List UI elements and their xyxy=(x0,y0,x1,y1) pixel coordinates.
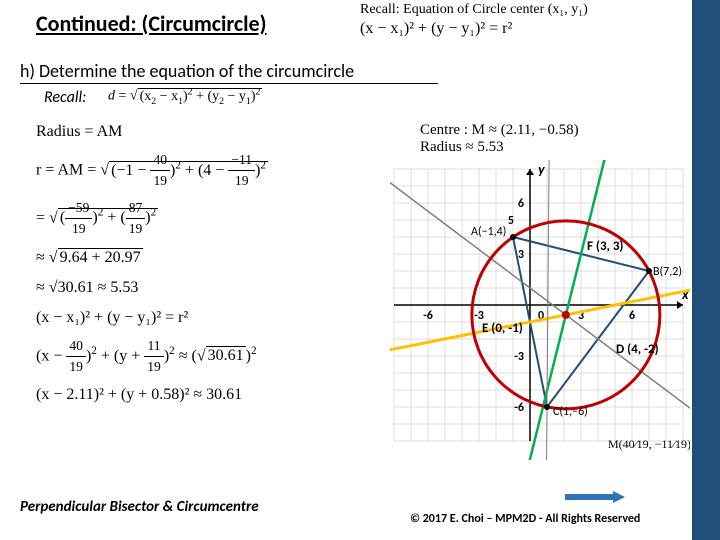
distance-formula: d = √(x2 − x1)2 + (y2 − y1)2 xyxy=(108,86,262,106)
svg-text:F (3, 3): F (3, 3) xyxy=(587,239,623,254)
math-l4: ≈ √9.64 + 20.97 xyxy=(36,246,376,270)
svg-text:C(1,−6): C(1,−6) xyxy=(553,405,588,419)
svg-text:6: 6 xyxy=(629,309,635,323)
svg-text:-3: -3 xyxy=(514,350,524,364)
math-derivation: Radius = AM r = AM = √(−1 − 4019)2 + (4 … xyxy=(36,120,376,413)
math-l6: (x − x₁)² + (y − y₁)² = r² xyxy=(36,306,376,330)
question-line: h) Determine the equation of the circumc… xyxy=(20,60,438,84)
centre-radius-result: Centre : M ≈ (2.11, −0.58) Radius ≈ 5.53 xyxy=(420,122,579,156)
recall-label: Recall: xyxy=(44,88,86,107)
svg-text:A(−1,4): A(−1,4) xyxy=(471,225,506,239)
svg-text:M(40⁄19, −11⁄19): M(40⁄19, −11⁄19) xyxy=(608,437,690,451)
radius-text: Radius ≈ 5.53 xyxy=(420,139,579,156)
svg-text:-6: -6 xyxy=(514,401,524,415)
svg-text:B(7,2): B(7,2) xyxy=(653,265,682,279)
circumcircle-graph: -6-6-3-3033665xyA(−1,4)B(7,2)C(1,−6)F (3… xyxy=(390,160,690,460)
svg-text:E (0, -1): E (0, -1) xyxy=(482,321,523,336)
page-title: Continued: (Circumcircle) xyxy=(36,10,266,37)
svg-text:y: y xyxy=(538,161,545,178)
svg-text:-6: -6 xyxy=(423,309,433,323)
svg-text:5: 5 xyxy=(508,214,514,228)
recall-circle-equation-box: Recall: Equation of Circle center (x₁, y… xyxy=(360,2,588,38)
math-l7: (x − 4019)2 + (y + 1119)2 ≈ (√30.61)2 xyxy=(36,336,376,378)
math-l2: r = AM = √(−1 − 4019)2 + (4 − −1119)2 xyxy=(36,150,376,192)
svg-text:x: x xyxy=(681,286,689,303)
right-accent-bar xyxy=(692,0,720,540)
svg-text:6: 6 xyxy=(518,197,524,211)
svg-text:3: 3 xyxy=(518,248,524,262)
math-l1: Radius = AM xyxy=(36,120,376,144)
nav-arrow-icon xyxy=(565,492,625,502)
recall-circle-eq: (x − x₁)² + (y − y₁)² = r² xyxy=(360,20,588,38)
copyright: © 2017 E. Choi – MPM2D - All Rights Rese… xyxy=(410,512,640,526)
footer-topic: Perpendicular Bisector & Circumcentre xyxy=(20,498,259,516)
math-l5: ≈ √30.61 ≈ 5.53 xyxy=(36,276,376,300)
centre-text: Centre : M ≈ (2.11, −0.58) xyxy=(420,122,579,139)
recall-circle-label: Recall: Equation of Circle center (x₁, y… xyxy=(360,2,588,18)
math-l3: = √(−5919)2 + (8719)2 xyxy=(36,198,376,240)
math-l8: (x − 2.11)² + (y + 0.58)² ≈ 30.61 xyxy=(36,383,376,407)
svg-text:D (4, -2): D (4, -2) xyxy=(616,342,659,357)
